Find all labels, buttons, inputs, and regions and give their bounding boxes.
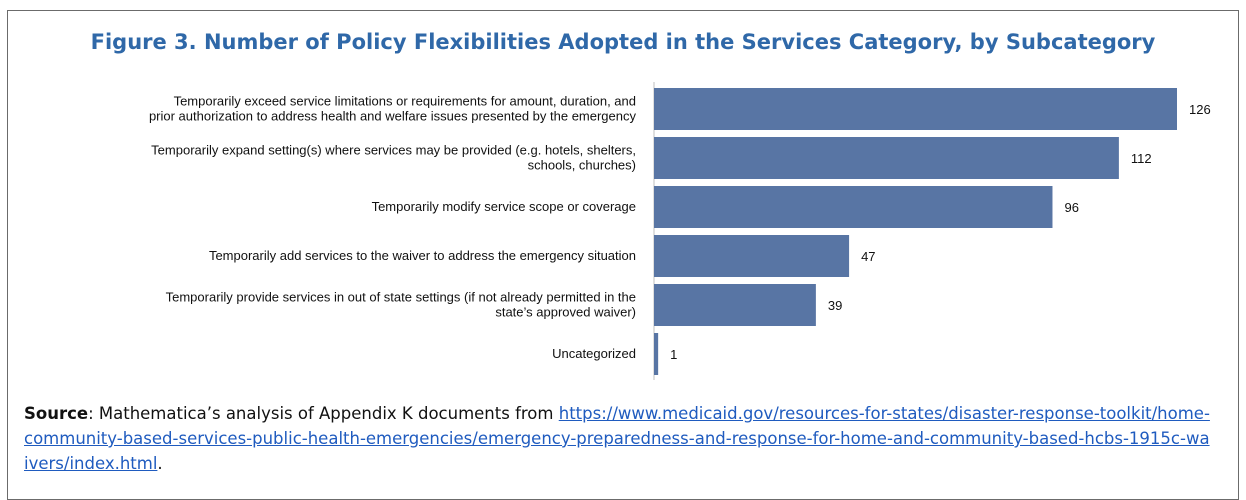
source-note: Source: Mathematica’s analysis of Append…: [24, 401, 1214, 476]
bar-4: [654, 284, 816, 326]
category-label-line: Temporarily modify service scope or cove…: [372, 199, 636, 214]
bar-2: [654, 186, 1053, 228]
category-label-4: Temporarily provide services in out of s…: [166, 290, 636, 320]
category-label-line: Uncategorized: [552, 346, 636, 361]
category-label-line: Temporarily expand setting(s) where serv…: [151, 143, 636, 158]
source-text: : Mathematica’s analysis of Appendix K d…: [88, 404, 559, 423]
data-label-3: 47: [861, 249, 875, 264]
bar-chart: 126 Temporarily exceed service limitation…: [149, 82, 1211, 380]
data-label-0: 126: [1189, 102, 1211, 117]
data-label-4: 39: [828, 298, 842, 313]
data-label-5: 1: [670, 347, 677, 362]
category-label-2: Temporarily modify service scope or cove…: [372, 199, 636, 214]
source-link[interactable]: https://www.medicaid.gov/resources-for-s…: [24, 404, 1210, 473]
bar-1: [654, 137, 1119, 179]
category-label-0: Temporarily exceed service limitations o…: [149, 94, 637, 124]
bar-3: [654, 235, 850, 277]
category-label-1: Temporarily expand setting(s) where serv…: [151, 143, 636, 173]
category-label-line: Temporarily exceed service limitations o…: [174, 94, 636, 109]
bar-5: [654, 333, 659, 375]
category-label-5: Uncategorized: [552, 346, 636, 361]
category-label-line: schools, churches): [528, 158, 636, 173]
data-label-1: 112: [1131, 151, 1152, 166]
category-label-line: state’s approved waiver): [495, 305, 636, 320]
source-label: Source: [24, 404, 89, 423]
category-label-line: prior authorization to address health an…: [149, 109, 637, 124]
source-end: .: [157, 454, 163, 473]
data-label-2: 96: [1064, 200, 1078, 215]
bar-0: [654, 88, 1177, 130]
category-label-line: Temporarily provide services in out of s…: [166, 290, 636, 305]
category-label-3: Temporarily add services to the waiver t…: [209, 248, 636, 263]
chart-title: Figure 3. Number of Policy Flexibilities…: [90, 30, 1156, 54]
category-label-line: Temporarily add services to the waiver t…: [209, 248, 636, 263]
